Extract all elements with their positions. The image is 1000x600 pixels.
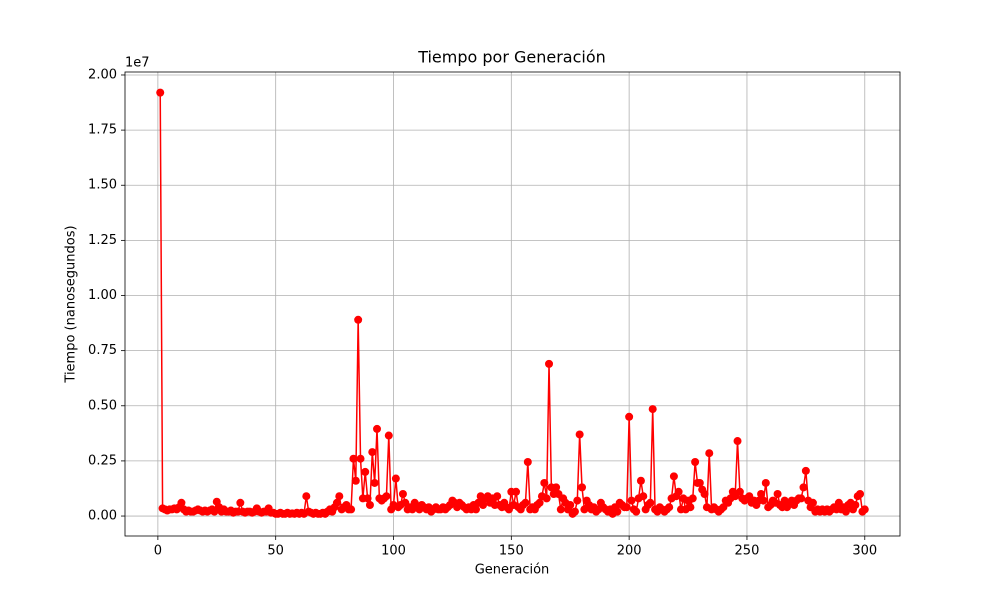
data-point	[493, 492, 502, 501]
data-point	[646, 498, 655, 507]
data-point	[373, 424, 382, 433]
data-point	[512, 487, 521, 496]
x-tick-label: 250	[735, 544, 760, 559]
data-point	[627, 496, 636, 505]
data-point	[361, 467, 370, 476]
data-point	[573, 496, 582, 505]
data-point	[575, 430, 584, 439]
y-tick-label: 0.75	[88, 343, 117, 358]
data-point	[674, 487, 683, 496]
data-point	[335, 492, 344, 501]
data-point	[636, 476, 645, 485]
y-tick-label: 1.50	[88, 178, 117, 193]
data-point	[566, 501, 575, 510]
y-offset-text: 1e7	[125, 56, 150, 71]
y-axis-label: Tiempo (nanosegundos)	[64, 225, 79, 383]
data-point	[398, 489, 407, 498]
data-point	[761, 478, 770, 487]
data-point	[521, 498, 530, 507]
data-point	[471, 505, 480, 514]
chart-title: Tiempo por Generación	[417, 48, 606, 67]
y-tick-label: 1.25	[88, 233, 117, 248]
data-point	[347, 505, 356, 514]
x-tick-label: 300	[852, 544, 877, 559]
x-tick-label: 0	[154, 544, 162, 559]
data-point	[578, 483, 587, 492]
data-point	[363, 494, 372, 503]
plot-frame	[124, 71, 901, 537]
data-point	[365, 501, 374, 510]
data-point	[540, 478, 549, 487]
data-point	[384, 431, 393, 440]
data-point	[773, 489, 782, 498]
data-point	[757, 489, 766, 498]
data-point	[841, 507, 850, 516]
data-point	[302, 492, 311, 501]
data-point	[625, 412, 634, 421]
data-point	[639, 492, 648, 501]
data-point	[665, 503, 674, 512]
data-point	[688, 494, 697, 503]
data-point	[851, 501, 860, 510]
data-point	[368, 448, 377, 457]
data-point	[156, 88, 165, 97]
x-tick-label: 50	[267, 544, 284, 559]
data-point	[177, 498, 186, 507]
data-point	[856, 489, 865, 498]
data-point	[648, 405, 657, 414]
y-tick-label: 0.50	[88, 398, 117, 413]
data-point	[759, 496, 768, 505]
y-tick-label: 2.00	[88, 67, 117, 82]
data-point	[391, 474, 400, 483]
y-tick-label: 1.00	[88, 288, 117, 303]
data-point	[354, 315, 363, 324]
data-point	[356, 454, 365, 463]
data-point	[799, 483, 808, 492]
data-point	[556, 505, 565, 514]
data-point	[669, 472, 678, 481]
data-point	[808, 498, 817, 507]
data-point	[349, 454, 358, 463]
data-point	[542, 494, 551, 503]
x-tick-label: 200	[617, 544, 642, 559]
y-tick-label: 1.75	[88, 123, 117, 138]
data-point	[479, 501, 488, 510]
y-tick-label: 0.25	[88, 453, 117, 468]
data-point	[370, 478, 379, 487]
data-point	[733, 437, 742, 446]
data-point	[860, 505, 869, 514]
data-point	[523, 458, 532, 467]
data-point	[686, 503, 695, 512]
data-point	[570, 507, 579, 516]
data-point	[695, 478, 704, 487]
x-tick-label: 150	[499, 544, 524, 559]
data-point	[632, 507, 641, 516]
data-point	[351, 476, 360, 485]
data-point	[700, 489, 709, 498]
data-point	[735, 487, 744, 496]
data-point	[622, 503, 631, 512]
data-point	[545, 359, 554, 368]
data-point	[797, 494, 806, 503]
data-point	[801, 466, 810, 475]
data-point	[552, 483, 561, 492]
data-point	[535, 498, 544, 507]
data-point	[382, 492, 391, 501]
x-axis-label: Generación	[475, 563, 550, 578]
data-point	[691, 458, 700, 467]
data-point	[236, 498, 245, 507]
data-point	[705, 449, 714, 458]
y-tick-label: 0.00	[88, 509, 117, 524]
data-point	[332, 498, 341, 507]
x-tick-label: 100	[381, 544, 406, 559]
data-point	[613, 507, 622, 516]
